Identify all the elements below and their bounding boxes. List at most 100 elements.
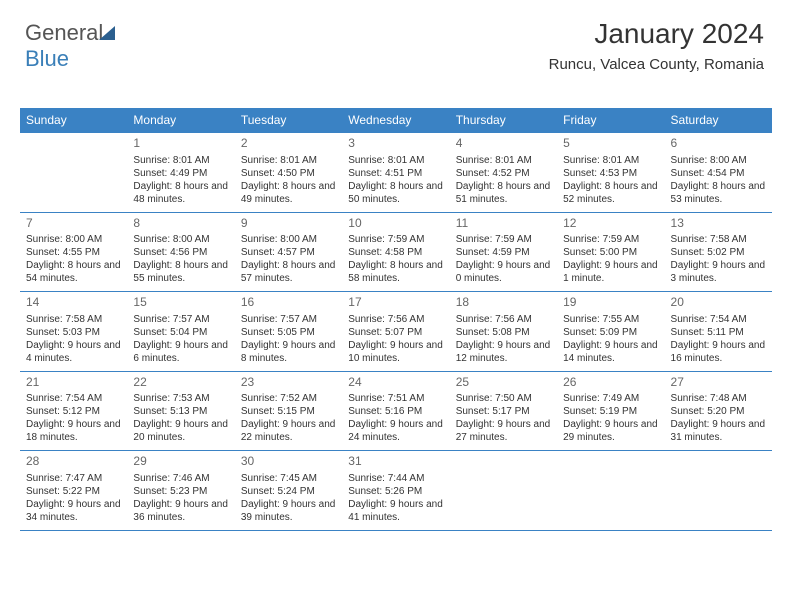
day-number: 19 — [563, 295, 658, 311]
day-number: 2 — [241, 136, 336, 152]
day-number: 25 — [456, 375, 551, 391]
day-number: 21 — [26, 375, 121, 391]
day-info: Sunrise: 7:57 AMSunset: 5:05 PMDaylight:… — [241, 313, 336, 365]
day-number: 26 — [563, 375, 658, 391]
day-info: Sunrise: 8:00 AMSunset: 4:57 PMDaylight:… — [241, 233, 336, 285]
day-info: Sunrise: 8:01 AMSunset: 4:51 PMDaylight:… — [348, 154, 443, 206]
day-info: Sunrise: 7:58 AMSunset: 5:03 PMDaylight:… — [26, 313, 121, 365]
day-info: Sunrise: 7:45 AMSunset: 5:24 PMDaylight:… — [241, 472, 336, 524]
day-info: Sunrise: 8:01 AMSunset: 4:49 PMDaylight:… — [133, 154, 228, 206]
header-block: January 2024 Runcu, Valcea County, Roman… — [549, 18, 764, 73]
calendar-day-cell: 3Sunrise: 8:01 AMSunset: 4:51 PMDaylight… — [342, 133, 449, 213]
day-number: 10 — [348, 216, 443, 232]
day-header: Saturday — [665, 108, 772, 133]
day-number: 14 — [26, 295, 121, 311]
calendar-day-cell — [665, 451, 772, 531]
day-info: Sunrise: 8:01 AMSunset: 4:50 PMDaylight:… — [241, 154, 336, 206]
logo-text-1: General — [25, 20, 103, 45]
day-header: Sunday — [20, 108, 127, 133]
sunrise-calendar: SundayMondayTuesdayWednesdayThursdayFrid… — [20, 108, 772, 531]
calendar-day-cell: 5 Sunrise: 8:01 AMSunset: 4:53 PMDaylight… — [557, 133, 664, 213]
calendar-day-cell: 26Sunrise: 7:49 AMSunset: 5:19 PMDayligh… — [557, 371, 664, 451]
calendar-header-row: SundayMondayTuesdayWednesdayThursdayFrid… — [20, 108, 772, 133]
day-number: 4 — [456, 136, 551, 152]
calendar-week: 28 Sunrise: 7:47 AMSunset: 5:22 PMDayligh… — [20, 451, 772, 531]
day-header: Thursday — [450, 108, 557, 133]
day-info: Sunrise: 8:00 AMSunset: 4:55 PMDaylight:… — [26, 233, 121, 285]
day-number: 27 — [671, 375, 766, 391]
day-info: Sunrise: 7:48 AMSunset: 5:20 PMDaylight:… — [671, 392, 766, 444]
day-info: Sunrise: 7:51 AMSunset: 5:16 PMDaylight:… — [348, 392, 443, 444]
day-info: Sunrise: 7:56 AMSunset: 5:07 PMDaylight:… — [348, 313, 443, 365]
calendar-day-cell: 29 Sunrise: 7:46 AMSunset: 5:23 PMDayligh… — [127, 451, 234, 531]
day-header: Tuesday — [235, 108, 342, 133]
day-info: Sunrise: 7:49 AMSunset: 5:19 PMDaylight:… — [563, 392, 658, 444]
day-number: 13 — [671, 216, 766, 232]
day-info: Sunrise: 7:55 AMSunset: 5:09 PMDaylight:… — [563, 313, 658, 365]
calendar-day-cell: 10Sunrise: 7:59 AMSunset: 4:58 PMDayligh… — [342, 212, 449, 292]
day-number: 17 — [348, 295, 443, 311]
day-info: Sunrise: 7:54 AMSunset: 5:11 PMDaylight:… — [671, 313, 766, 365]
day-number: 12 — [563, 216, 658, 232]
day-number: 28 — [26, 454, 121, 470]
calendar-day-cell: 14 Sunrise: 7:58 AMSunset: 5:03 PMDayligh… — [20, 292, 127, 372]
calendar-day-cell: 23Sunrise: 7:52 AMSunset: 5:15 PMDayligh… — [235, 371, 342, 451]
calendar-day-cell — [450, 451, 557, 531]
day-number: 29 — [133, 454, 228, 470]
day-info: Sunrise: 7:46 AMSunset: 5:23 PMDaylight:… — [133, 472, 228, 524]
calendar-day-cell — [20, 133, 127, 213]
calendar-day-cell: 25Sunrise: 7:50 AMSunset: 5:17 PMDayligh… — [450, 371, 557, 451]
calendar-week: 14 Sunrise: 7:58 AMSunset: 5:03 PMDayligh… — [20, 292, 772, 372]
calendar-day-cell: 7Sunrise: 8:00 AMSunset: 4:55 PMDaylight… — [20, 212, 127, 292]
day-info: Sunrise: 7:50 AMSunset: 5:17 PMDaylight:… — [456, 392, 551, 444]
day-info: Sunrise: 7:44 AMSunset: 5:26 PMDaylight:… — [348, 472, 443, 524]
calendar-day-cell: 11Sunrise: 7:59 AMSunset: 4:59 PMDayligh… — [450, 212, 557, 292]
day-info: Sunrise: 7:58 AMSunset: 5:02 PMDaylight:… — [671, 233, 766, 285]
calendar-week: 21Sunrise: 7:54 AMSunset: 5:12 PMDayligh… — [20, 371, 772, 451]
calendar-day-cell: 20 Sunrise: 7:54 AMSunset: 5:11 PMDayligh… — [665, 292, 772, 372]
calendar-day-cell: 19 Sunrise: 7:55 AMSunset: 5:09 PMDayligh… — [557, 292, 664, 372]
day-number: 30 — [241, 454, 336, 470]
calendar-day-cell: 17 Sunrise: 7:56 AMSunset: 5:07 PMDayligh… — [342, 292, 449, 372]
day-info: Sunrise: 8:01 AMSunset: 4:53 PMDaylight:… — [563, 154, 658, 206]
day-info: Sunrise: 7:47 AMSunset: 5:22 PMDaylight:… — [26, 472, 121, 524]
day-info: Sunrise: 8:01 AMSunset: 4:52 PMDaylight:… — [456, 154, 551, 206]
day-info: Sunrise: 7:59 AMSunset: 5:00 PMDaylight:… — [563, 233, 658, 285]
day-number: 15 — [133, 295, 228, 311]
calendar-day-cell: 27Sunrise: 7:48 AMSunset: 5:20 PMDayligh… — [665, 371, 772, 451]
month-title: January 2024 — [549, 18, 764, 50]
logo-text-2: Blue — [25, 46, 69, 71]
day-number: 16 — [241, 295, 336, 311]
day-number: 9 — [241, 216, 336, 232]
day-header: Monday — [127, 108, 234, 133]
calendar-day-cell: 15Sunrise: 7:57 AMSunset: 5:04 PMDayligh… — [127, 292, 234, 372]
day-number: 23 — [241, 375, 336, 391]
calendar-day-cell: 6Sunrise: 8:00 AMSunset: 4:54 PMDaylight… — [665, 133, 772, 213]
calendar-day-cell: 24Sunrise: 7:51 AMSunset: 5:16 PMDayligh… — [342, 371, 449, 451]
day-number: 18 — [456, 295, 551, 311]
calendar-day-cell: 2 Sunrise: 8:01 AMSunset: 4:50 PMDaylight… — [235, 133, 342, 213]
calendar-day-cell: 12Sunrise: 7:59 AMSunset: 5:00 PMDayligh… — [557, 212, 664, 292]
day-number: 20 — [671, 295, 766, 311]
day-number: 6 — [671, 136, 766, 152]
calendar-day-cell: 30 Sunrise: 7:45 AMSunset: 5:24 PMDayligh… — [235, 451, 342, 531]
day-info: Sunrise: 8:00 AMSunset: 4:56 PMDaylight:… — [133, 233, 228, 285]
day-info: Sunrise: 7:59 AMSunset: 4:59 PMDaylight:… — [456, 233, 551, 285]
day-number: 5 — [563, 136, 658, 152]
calendar-day-cell: 18Sunrise: 7:56 AMSunset: 5:08 PMDayligh… — [450, 292, 557, 372]
day-header: Wednesday — [342, 108, 449, 133]
day-number: 1 — [133, 136, 228, 152]
logo-triangle-icon — [99, 26, 115, 40]
calendar-body: 1 Sunrise: 8:01 AMSunset: 4:49 PMDaylight… — [20, 133, 772, 531]
day-number: 31 — [348, 454, 443, 470]
day-info: Sunrise: 7:59 AMSunset: 4:58 PMDaylight:… — [348, 233, 443, 285]
day-info: Sunrise: 7:53 AMSunset: 5:13 PMDaylight:… — [133, 392, 228, 444]
day-header: Friday — [557, 108, 664, 133]
calendar-day-cell: 4 Sunrise: 8:01 AMSunset: 4:52 PMDaylight… — [450, 133, 557, 213]
day-number: 8 — [133, 216, 228, 232]
day-number: 11 — [456, 216, 551, 232]
calendar-day-cell: 28 Sunrise: 7:47 AMSunset: 5:22 PMDayligh… — [20, 451, 127, 531]
day-number: 7 — [26, 216, 121, 232]
calendar-week: 1 Sunrise: 8:01 AMSunset: 4:49 PMDaylight… — [20, 133, 772, 213]
calendar-day-cell: 13Sunrise: 7:58 AMSunset: 5:02 PMDayligh… — [665, 212, 772, 292]
